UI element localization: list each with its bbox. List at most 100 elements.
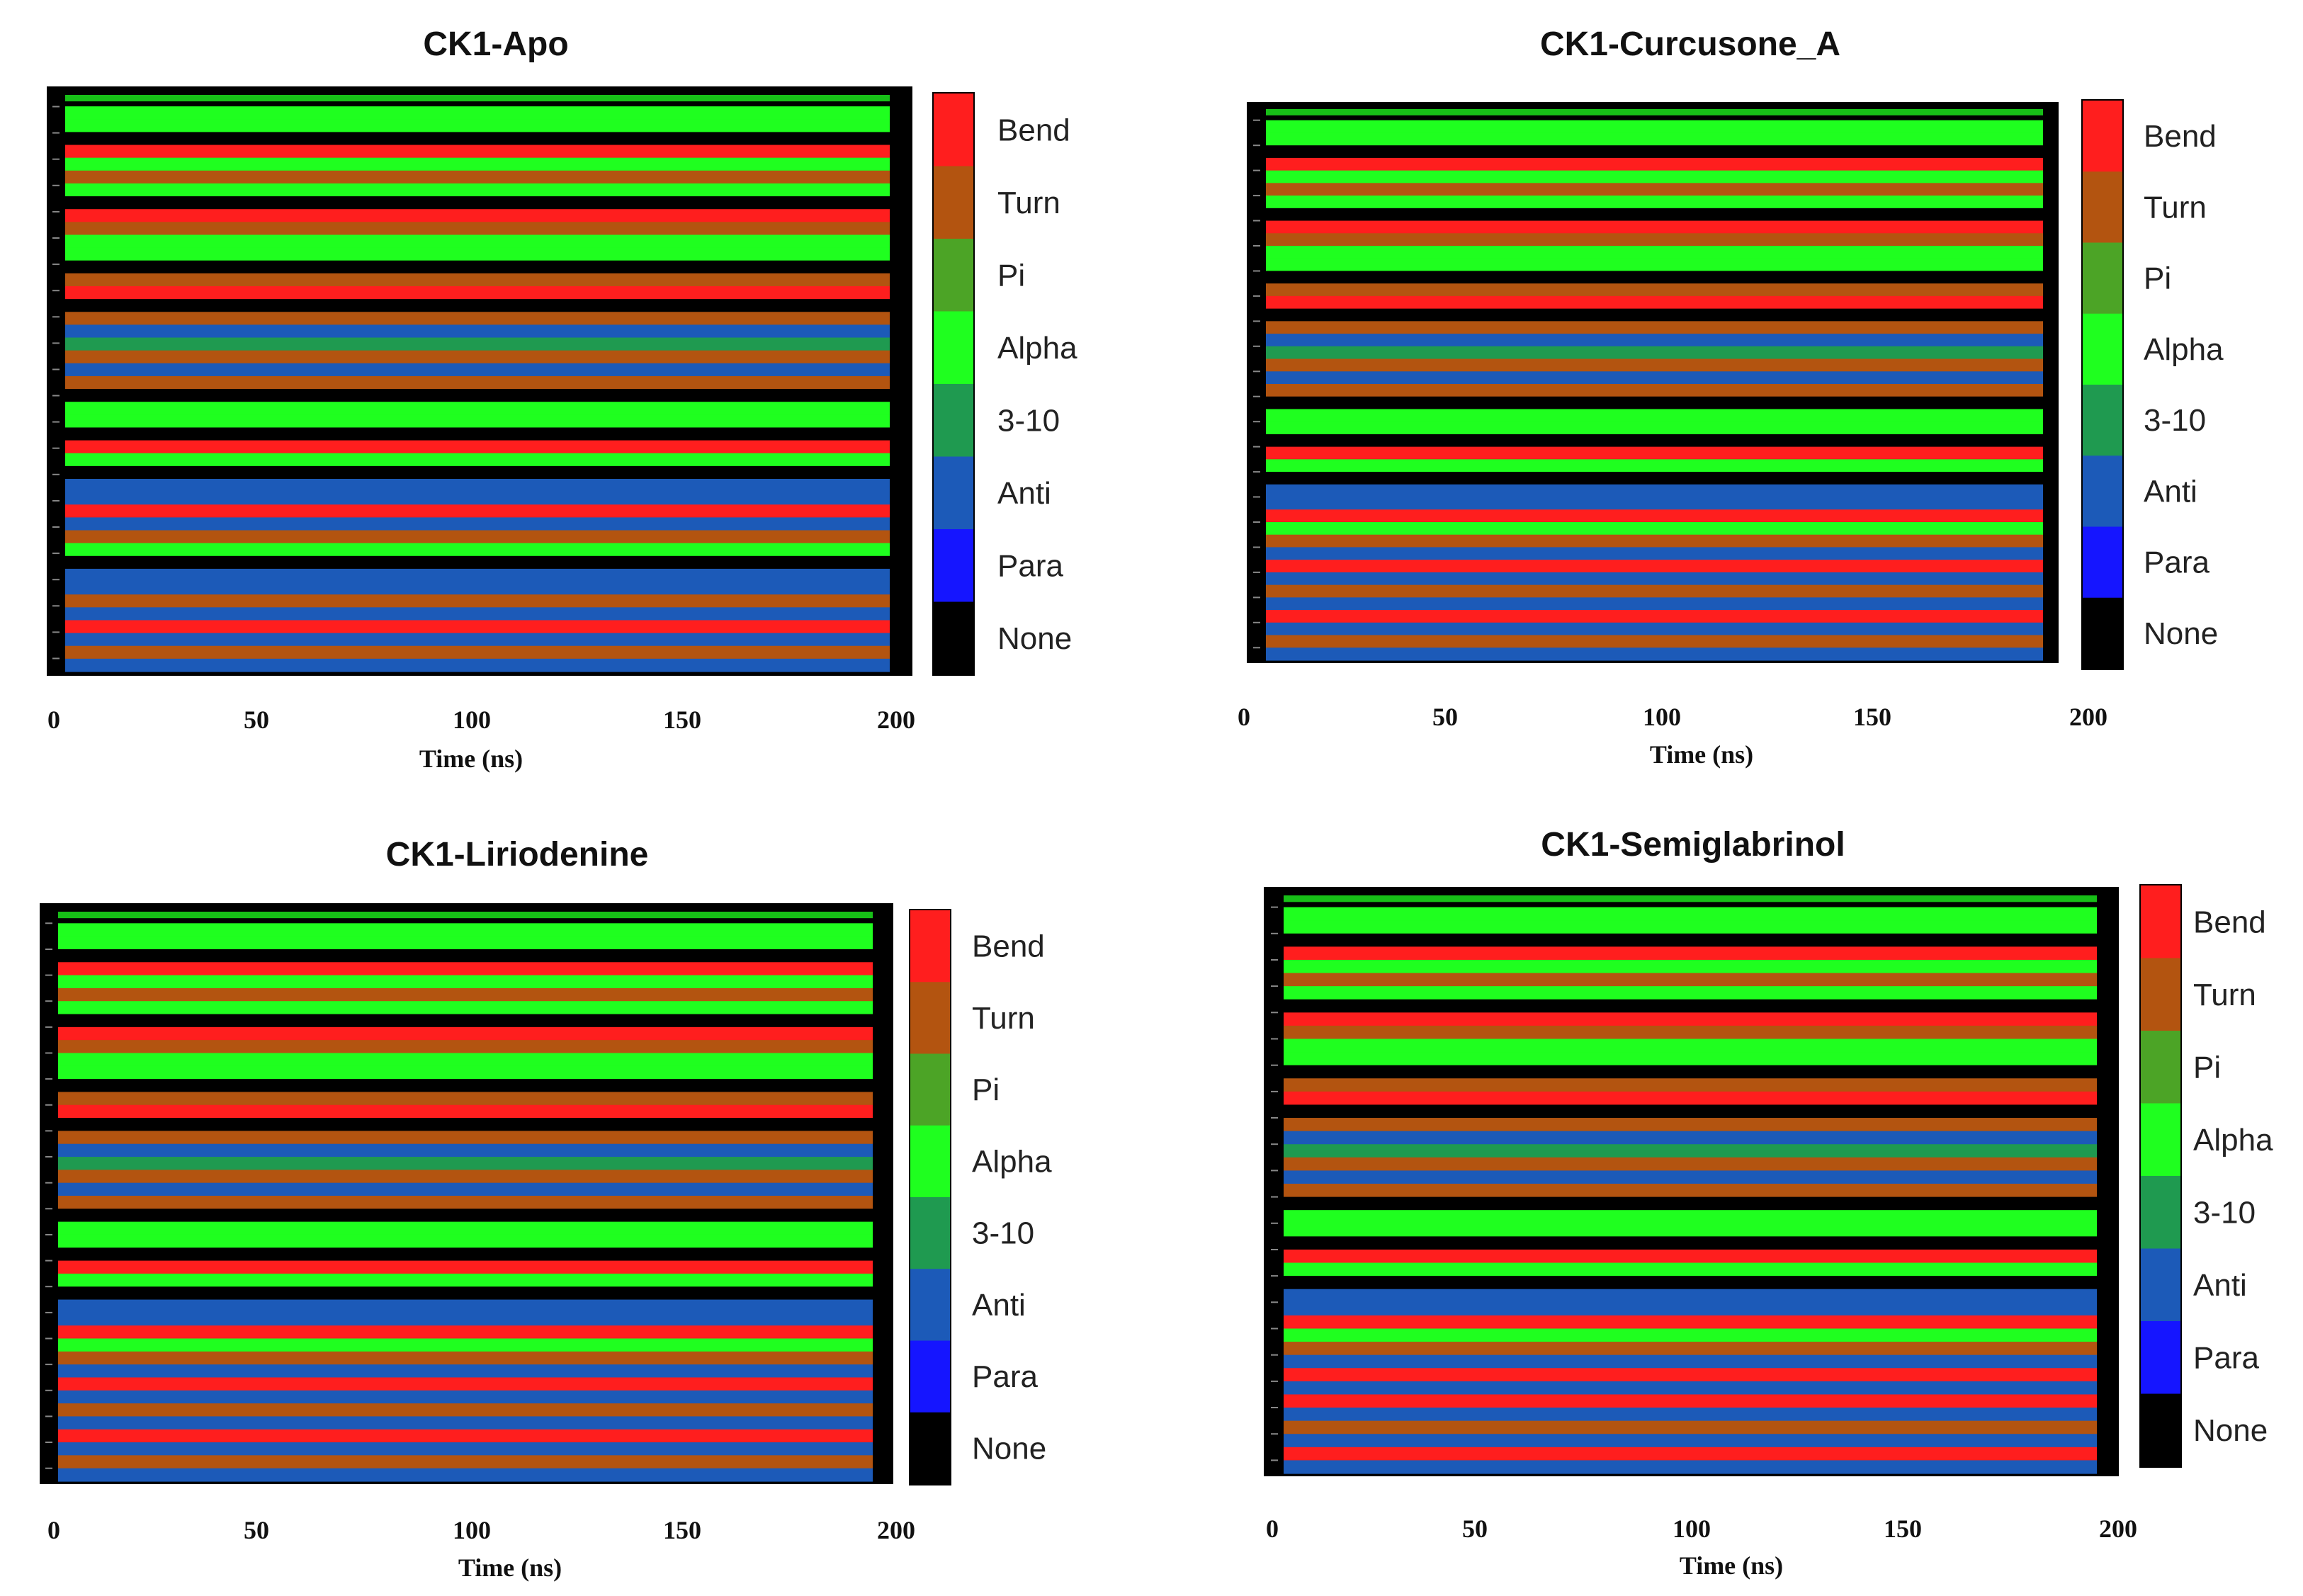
residue-band-none bbox=[1284, 1104, 2097, 1119]
residue-band-none bbox=[1266, 208, 2043, 222]
residue-band-bend bbox=[1284, 1315, 2097, 1330]
x-tick-label: 200 bbox=[2069, 703, 2107, 731]
panel-title: CK1-Liriodenine bbox=[386, 836, 649, 873]
residue-band-alpha bbox=[65, 157, 890, 171]
legend-swatch-pi bbox=[910, 1053, 950, 1126]
residue-band-none bbox=[65, 389, 890, 402]
legend-swatch-none bbox=[910, 1412, 950, 1485]
residue-band-anti bbox=[1284, 1354, 2097, 1369]
residue-band-turn bbox=[1266, 321, 2043, 334]
residue-band-alpha bbox=[1266, 459, 2043, 472]
residue-band-alpha bbox=[58, 1234, 873, 1248]
panel-ck1-liriodenine: CK1-Liriodenine 0 50 100 150 200 Time (n… bbox=[40, 836, 1052, 1582]
legend-label: Pi bbox=[972, 1073, 1000, 1107]
residue-band-none bbox=[1284, 933, 2097, 947]
residue-band-none bbox=[1266, 145, 2043, 159]
residue-band-turn bbox=[65, 222, 890, 236]
residue-band-turn bbox=[1266, 183, 2043, 196]
legend-label: Turn bbox=[2193, 978, 2256, 1012]
x-axis-label: Time (ns) bbox=[458, 1553, 562, 1582]
legend-label: Para bbox=[997, 548, 1063, 583]
x-axis: 0 50 100 150 200 Time (ns) bbox=[47, 706, 915, 773]
residue-band-turn bbox=[1266, 384, 2043, 397]
residue-band-bend bbox=[1284, 1012, 2097, 1026]
residue-band-alpha-fringe bbox=[58, 912, 873, 919]
legend-swatch-3-10 bbox=[2083, 385, 2122, 456]
legend-label: Para bbox=[972, 1359, 1038, 1394]
legend-label: None bbox=[997, 621, 1072, 656]
legend-swatch-anti bbox=[910, 1269, 950, 1341]
residue-band-alpha bbox=[65, 234, 890, 249]
panel-title: CK1-Semiglabrinol bbox=[1541, 826, 1845, 864]
residue-band-anti bbox=[1284, 1460, 2097, 1474]
residue-band-alpha bbox=[58, 1053, 873, 1067]
residue-band-none bbox=[1266, 308, 2043, 322]
legend-swatch-para bbox=[2141, 1321, 2180, 1394]
legend-swatch-anti bbox=[2141, 1248, 2180, 1322]
residue-band-none bbox=[58, 1247, 873, 1262]
residue-band-none bbox=[1284, 1196, 2097, 1211]
residue-band-turn bbox=[58, 987, 873, 1002]
residue-band-bend bbox=[1266, 295, 2043, 310]
residue-band-none bbox=[1266, 434, 2043, 448]
residue-band-none bbox=[1284, 999, 2097, 1013]
x-axis: 0 50 100 150 200 Time (ns) bbox=[1266, 1515, 2137, 1580]
residue-band-anti bbox=[65, 479, 890, 492]
residue-band-turn bbox=[1284, 1157, 2097, 1172]
residue-band-alpha bbox=[1266, 196, 2043, 209]
residue-band-none bbox=[65, 299, 890, 312]
panel-title: CK1-Curcusone_A bbox=[1540, 26, 1840, 63]
residue-band-bend bbox=[65, 440, 890, 454]
legend-label: Anti bbox=[2193, 1268, 2247, 1303]
legend-label: 3-10 bbox=[972, 1216, 1034, 1251]
legend-label: Anti bbox=[972, 1288, 1026, 1323]
residue-band-bend bbox=[58, 1260, 873, 1274]
residue-band-none bbox=[58, 1286, 873, 1301]
residue-band-anti bbox=[1266, 622, 2043, 636]
x-tick-label: 50 bbox=[1432, 703, 1458, 731]
legend: Bend Turn Pi Alpha 3-10 Anti Para None bbox=[2081, 99, 2224, 670]
residue-band-alpha bbox=[1266, 132, 2043, 146]
residue-band-none bbox=[1266, 271, 2043, 284]
residue-band-none bbox=[1266, 396, 2043, 410]
legend-swatch-bend bbox=[910, 910, 950, 983]
legend-label: Bend bbox=[997, 113, 1070, 147]
residue-band-anti bbox=[58, 1143, 873, 1158]
residue-band-none bbox=[65, 260, 890, 274]
residue-band-turn bbox=[58, 1403, 873, 1417]
residue-band-turn bbox=[58, 1092, 873, 1106]
residue-band-none bbox=[1284, 1236, 2097, 1250]
residue-band-anti bbox=[1284, 1289, 2097, 1303]
legend-label: Pi bbox=[2193, 1050, 2221, 1085]
residue-band-turn bbox=[65, 530, 890, 544]
residue-band-anti bbox=[58, 1442, 873, 1456]
residue-band-bend bbox=[58, 1429, 873, 1443]
residue-band-turn bbox=[1266, 283, 2043, 297]
residue-band-anti bbox=[58, 1182, 873, 1196]
residue-band-anti bbox=[58, 1312, 873, 1326]
residue-band-turn bbox=[65, 594, 890, 608]
residue-bands bbox=[1253, 108, 2043, 661]
residue-band-alpha bbox=[65, 183, 890, 197]
residue-band-turn bbox=[58, 1040, 873, 1054]
x-tick-label: 200 bbox=[2099, 1515, 2137, 1543]
legend-swatch-alpha bbox=[934, 311, 973, 385]
residue-band-alpha bbox=[1266, 246, 2043, 259]
residue-band-bend bbox=[58, 1026, 873, 1041]
residue-band-turn bbox=[65, 645, 890, 660]
legend-swatch-none bbox=[2083, 597, 2122, 669]
residue-band-turn bbox=[1266, 358, 2043, 372]
legend: Bend Turn Pi Alpha 3-10 Anti Para None bbox=[2139, 884, 2273, 1468]
legend-label: Bend bbox=[2144, 119, 2217, 154]
residue-band-bend bbox=[65, 286, 890, 300]
residue-band-bend bbox=[1284, 1394, 2097, 1408]
legend-swatch-alpha bbox=[910, 1125, 950, 1198]
residue-band-anti bbox=[65, 324, 890, 339]
legend-swatch-turn bbox=[2083, 171, 2122, 243]
residue-band-anti bbox=[58, 1299, 873, 1313]
residue-band-none bbox=[65, 132, 890, 146]
x-tick-label: 100 bbox=[1643, 703, 1681, 731]
residue-band-turn bbox=[1284, 973, 2097, 987]
legend-swatch-pi bbox=[934, 239, 973, 312]
